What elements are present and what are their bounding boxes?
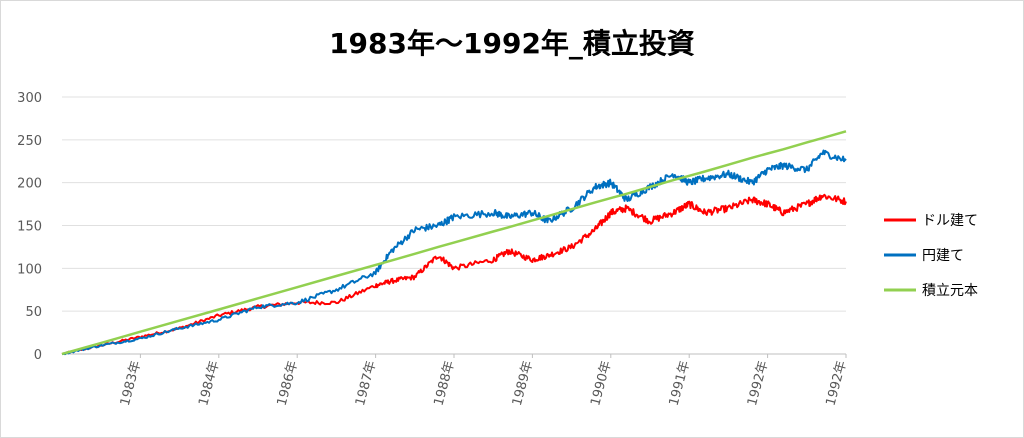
y-tick-label: 50 [25, 305, 42, 320]
x-axis-ticks: 1983年 1984年 1986年 1987年 1988年 1989年 1990年 1991年… [118, 354, 850, 408]
x-tick-label: 1983年 [118, 359, 144, 407]
x-tick-label: 1990年 [588, 359, 614, 407]
series-line-2 [61, 130, 847, 356]
x-tick-label: 1992年 [745, 359, 771, 407]
x-tick-label: 1989年 [510, 359, 536, 407]
x-tick-label: 1986年 [275, 359, 301, 407]
legend-label-2: 積立元本 [922, 283, 978, 299]
y-axis-ticks: 0 50 100 150 200 250 300 [17, 91, 42, 363]
x-tick-label: 1988年 [431, 359, 457, 407]
legend-label-0: ドル建て [922, 213, 978, 229]
y-tick-label: 100 [17, 262, 42, 277]
series-lines [61, 130, 847, 356]
legend-label-1: 円建て [922, 248, 964, 264]
x-tick-label: 1984年 [196, 359, 222, 407]
chart-title: 1983年～1992年_積立投資 [329, 27, 695, 60]
y-tick-label: 250 [17, 134, 42, 149]
y-tick-label: 200 [17, 177, 42, 192]
series-line-1 [62, 149, 847, 356]
x-tick-label: 1991年 [667, 359, 693, 407]
y-tick-label: 300 [17, 91, 42, 106]
y-tick-label: 150 [17, 220, 42, 235]
y-tick-label: 0 [34, 348, 42, 363]
gridlines [62, 96, 846, 355]
x-tick-label: 1992年 [823, 359, 849, 407]
x-tick-label: 1987年 [353, 359, 379, 407]
